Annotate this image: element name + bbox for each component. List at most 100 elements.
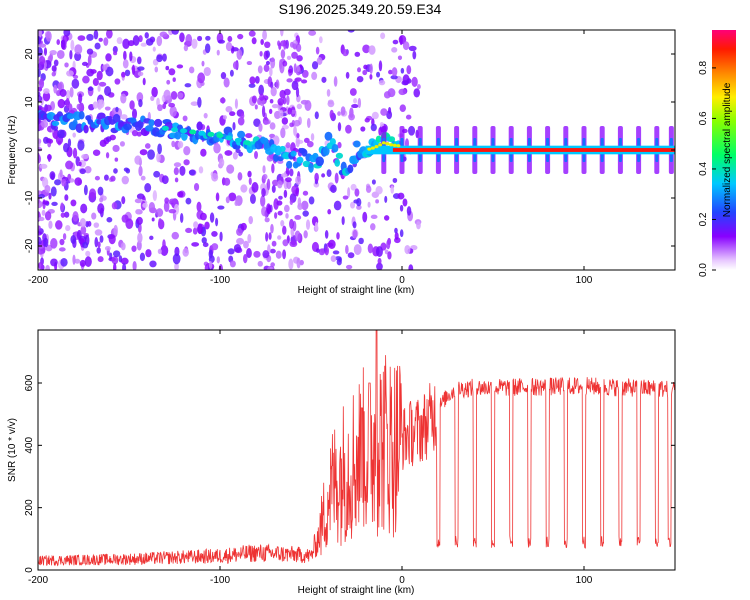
y-tick-label: 10 xyxy=(24,96,35,108)
noise-blob xyxy=(41,120,49,128)
noise-blob xyxy=(375,199,380,204)
noise-blob xyxy=(350,183,357,191)
signal-blob xyxy=(335,152,344,159)
noise-blob xyxy=(49,49,57,56)
signal-blob xyxy=(144,125,154,132)
noise-blob xyxy=(266,154,274,162)
noise-blob xyxy=(91,212,97,220)
noise-blob xyxy=(378,80,386,86)
noise-blob xyxy=(310,133,315,141)
noise-blob xyxy=(391,46,398,53)
noise-blob xyxy=(208,260,213,270)
noise-blob xyxy=(243,254,248,264)
noise-blob xyxy=(79,259,86,267)
noise-blob xyxy=(277,210,283,216)
noise-blob xyxy=(168,68,176,76)
noise-blob xyxy=(72,132,77,138)
noise-blob xyxy=(44,184,51,193)
noise-blob xyxy=(334,172,339,184)
noise-blob xyxy=(302,210,309,217)
noise-blob xyxy=(408,125,416,136)
noise-blob xyxy=(96,70,103,81)
noise-blob xyxy=(268,232,272,240)
noise-blob xyxy=(105,152,110,159)
noise-blob xyxy=(327,209,332,215)
noise-blob xyxy=(38,231,42,236)
snr-x-ticks: -200 -100 0 100 xyxy=(28,330,593,586)
noise-blob xyxy=(354,51,361,57)
noise-blob xyxy=(248,215,254,225)
noise-blob xyxy=(38,46,43,57)
noise-blob xyxy=(196,201,202,212)
colorbar-ticks: 0.0 0.2 0.4 0.6 0.8 xyxy=(698,61,716,277)
noise-blob xyxy=(93,30,99,40)
noise-blob xyxy=(138,35,143,43)
noise-blob xyxy=(112,144,120,153)
noise-blob xyxy=(131,245,137,252)
noise-blob xyxy=(237,172,243,181)
noise-blob xyxy=(326,169,332,178)
noise-blob xyxy=(114,157,119,162)
noise-blob xyxy=(62,233,67,240)
x-tick-label: 0 xyxy=(399,575,405,586)
noise-blob xyxy=(259,51,263,57)
noise-blob xyxy=(405,114,412,120)
noise-blob xyxy=(392,39,399,45)
noise-blob xyxy=(223,77,230,88)
noise-blob xyxy=(365,185,372,193)
noise-blob xyxy=(138,98,143,108)
noise-blob xyxy=(115,106,119,113)
noise-blob xyxy=(412,50,417,60)
noise-blob xyxy=(38,236,42,247)
noise-blob xyxy=(357,67,362,73)
noise-blob xyxy=(273,198,279,210)
noise-blob xyxy=(274,212,278,219)
noise-blob xyxy=(248,177,252,186)
noise-blob xyxy=(213,143,221,154)
noise-blob xyxy=(286,95,290,106)
noise-blob xyxy=(397,192,405,200)
noise-blob xyxy=(120,93,127,104)
noise-blob xyxy=(342,49,349,57)
noise-blob xyxy=(148,202,156,213)
noise-blob xyxy=(297,197,302,207)
noise-blob xyxy=(293,63,297,74)
noise-blob xyxy=(139,149,148,156)
noise-blob xyxy=(113,51,118,56)
noise-blob xyxy=(80,225,87,235)
noise-blob xyxy=(80,203,88,214)
noise-blob xyxy=(171,140,176,148)
noise-blob xyxy=(224,150,233,156)
noise-blob xyxy=(399,229,404,238)
noise-blob xyxy=(157,248,162,255)
noise-blob xyxy=(301,69,309,78)
noise-blob xyxy=(83,184,88,196)
noise-blob xyxy=(60,257,68,267)
noise-blob xyxy=(153,170,161,178)
signal-core xyxy=(207,131,215,137)
noise-blob xyxy=(201,213,207,221)
x-tick-label: 0 xyxy=(399,275,405,286)
noise-blob xyxy=(94,175,100,181)
noise-blob xyxy=(200,148,207,157)
noise-blob xyxy=(358,237,364,245)
noise-blob xyxy=(197,96,202,108)
signal-blob xyxy=(315,156,324,167)
noise-blob xyxy=(289,168,294,177)
noise-blob xyxy=(173,162,182,168)
noise-blob xyxy=(371,111,379,120)
noise-blob xyxy=(255,75,260,84)
noise-blob xyxy=(229,260,236,268)
noise-blob xyxy=(136,216,143,225)
noise-blob xyxy=(350,201,356,209)
noise-blob xyxy=(378,127,382,136)
noise-blob xyxy=(277,235,282,240)
noise-blob xyxy=(283,39,287,50)
noise-blob xyxy=(191,242,200,247)
signal-blob xyxy=(123,123,132,131)
noise-blob xyxy=(217,39,226,44)
noise-blob xyxy=(285,142,291,149)
snr-y-ticks: 0 200 400 600 xyxy=(24,374,675,573)
signal-blob xyxy=(285,160,293,169)
noise-blob xyxy=(337,141,342,149)
